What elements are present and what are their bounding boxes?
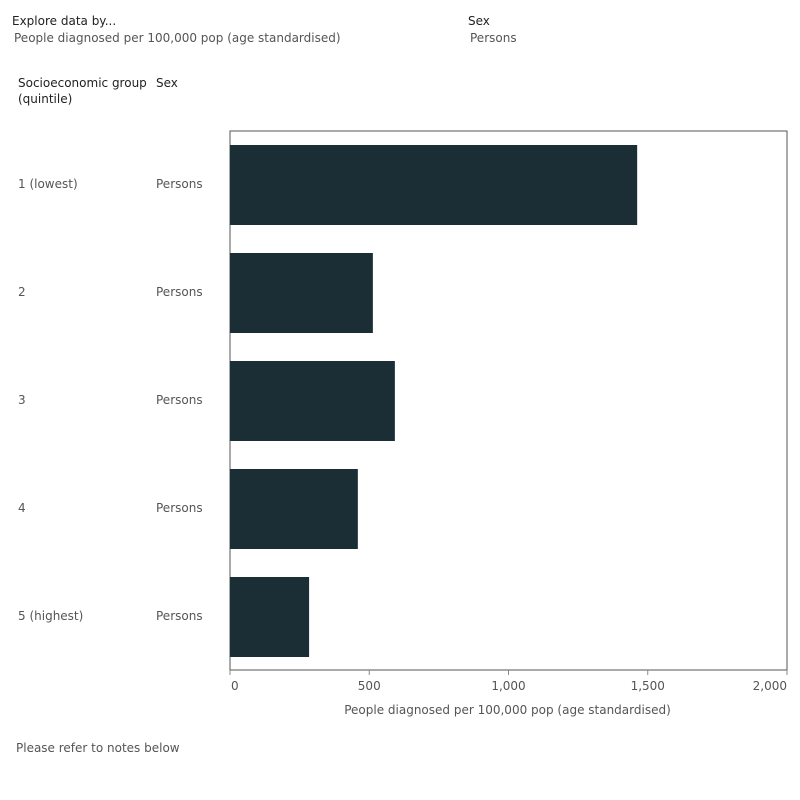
row-sex-label: Persons [156,609,203,623]
x-tick-label: 2,000 [753,679,787,693]
sex-filter-label: Sex [468,14,490,28]
group-column-header: Socioeconomic group (quintile) [18,76,147,106]
row-sex-label: Persons [156,285,203,299]
x-tick-label: 0 [231,679,239,693]
bar [230,253,373,333]
bar [230,469,358,549]
bar [230,361,395,441]
footer-note: Please refer to notes below [16,741,180,755]
x-tick-label: 1,500 [631,679,665,693]
x-axis-title: People diagnosed per 100,000 pop (age st… [344,703,671,717]
x-tick-label: 500 [358,679,381,693]
row-category-label: 1 (lowest) [18,177,78,191]
sex-column-header: Sex [156,76,178,90]
bar-chart: 0 500 1,000 1,500 2,000 People diagnosed per … [229,130,788,717]
row-category-label: 3 [18,393,26,407]
x-tick-label: 1,000 [491,679,525,693]
sex-filter-dropdown[interactable]: Persons [470,31,517,45]
row-sex-label: Persons [156,177,203,191]
row-category-label: 5 (highest) [18,609,84,623]
row-category-label: 4 [18,501,26,515]
row-category-label: 2 [18,285,26,299]
bar [230,145,638,225]
row-sex-label: Persons [156,501,203,515]
bar [230,577,310,657]
explore-filter-label: Explore data by... [12,14,117,28]
explore-filter-dropdown[interactable]: People diagnosed per 100,000 pop (age st… [14,31,341,45]
row-sex-label: Persons [156,393,203,407]
